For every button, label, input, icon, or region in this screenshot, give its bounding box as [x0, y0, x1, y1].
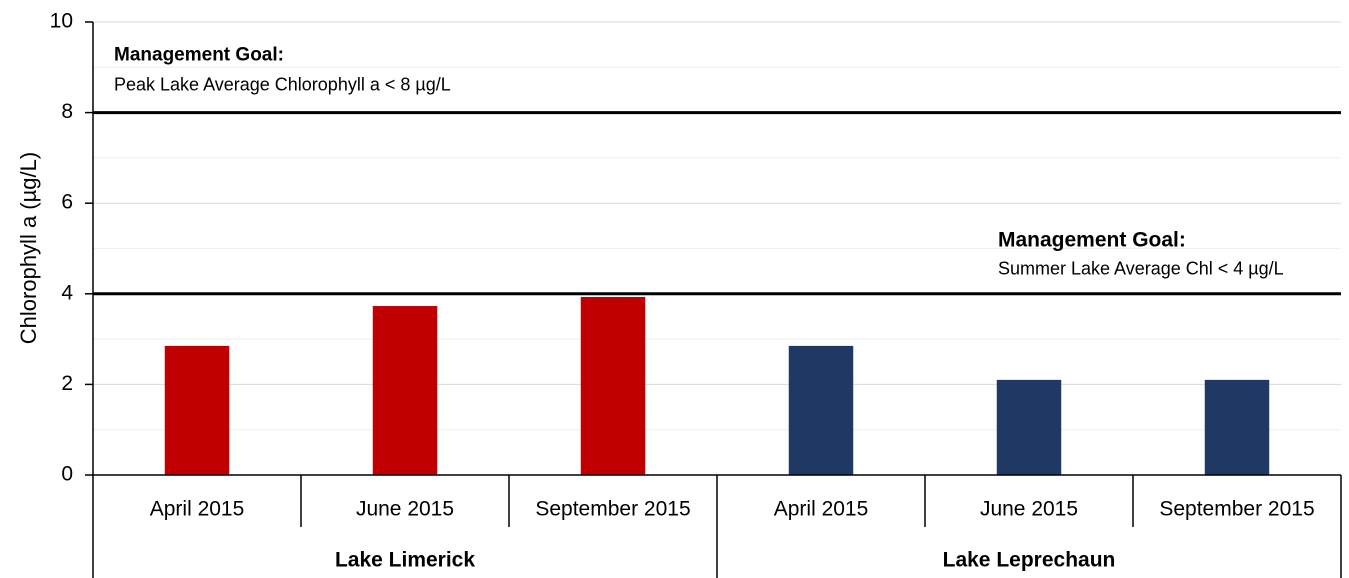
management-goal-title: Management Goal: [998, 228, 1186, 251]
bar [1204, 379, 1270, 475]
bar [372, 306, 438, 475]
x-category-label: September 2015 [535, 498, 690, 521]
y-tick-label: 8 [61, 100, 73, 123]
x-category-label: April 2015 [774, 498, 869, 521]
bar [580, 296, 646, 475]
group-label: Lake Limerick [335, 549, 475, 572]
y-tick-label: 6 [61, 191, 73, 214]
y-tick-label: 2 [61, 372, 73, 395]
bars-layer [164, 296, 1270, 475]
y-axis-label: Chlorophyll a (µg/L) [16, 152, 41, 344]
management-goal-text: Summer Lake Average Chl < 4 µg/L [998, 259, 1284, 279]
x-category-label: September 2015 [1159, 498, 1314, 521]
y-tick-label: 0 [61, 463, 73, 486]
x-category-label: June 2015 [356, 498, 454, 521]
bar [788, 345, 854, 475]
bar [996, 379, 1062, 475]
management-goal-text: Peak Lake Average Chlorophyll a < 8 µg/L [114, 74, 451, 94]
group-label: Lake Leprechaun [943, 549, 1116, 572]
labels-layer: 0 2 4 6 8 10 April 2015 June 2015 September 2015… [50, 10, 1315, 572]
y-tick-label: 10 [50, 10, 73, 33]
x-category-label: April 2015 [150, 498, 245, 521]
bar [164, 345, 230, 475]
y-tick-label: 4 [61, 281, 73, 304]
management-goal-title: Management Goal: [114, 45, 284, 66]
reference-lines-layer [93, 111, 1341, 296]
axes-layer [85, 21, 1342, 578]
x-category-label: June 2015 [980, 498, 1078, 521]
